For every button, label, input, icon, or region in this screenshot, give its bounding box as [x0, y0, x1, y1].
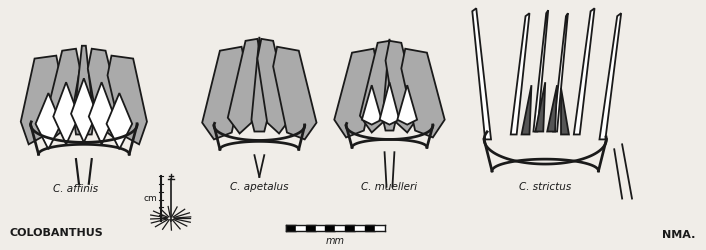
Polygon shape — [561, 88, 569, 134]
Text: mm: mm — [325, 236, 345, 246]
Text: NMA.: NMA. — [662, 230, 695, 240]
Polygon shape — [71, 78, 97, 142]
Polygon shape — [574, 8, 594, 134]
Text: C. strictus: C. strictus — [519, 182, 571, 192]
Polygon shape — [599, 13, 621, 140]
Polygon shape — [107, 93, 132, 149]
Polygon shape — [385, 41, 419, 132]
Polygon shape — [553, 13, 568, 132]
Polygon shape — [547, 85, 557, 132]
Polygon shape — [258, 39, 291, 134]
Polygon shape — [401, 49, 445, 138]
Polygon shape — [334, 49, 378, 138]
Text: C. muelleri: C. muelleri — [361, 182, 417, 192]
Polygon shape — [107, 56, 147, 144]
Text: C. affinis: C. affinis — [54, 184, 99, 194]
Polygon shape — [510, 13, 530, 134]
Polygon shape — [251, 37, 268, 132]
Polygon shape — [53, 82, 79, 144]
Polygon shape — [273, 47, 316, 140]
Polygon shape — [35, 93, 61, 149]
Text: cm: cm — [143, 194, 157, 203]
Polygon shape — [202, 47, 246, 140]
Polygon shape — [20, 56, 60, 144]
Polygon shape — [228, 39, 261, 134]
Polygon shape — [360, 41, 393, 132]
Polygon shape — [362, 85, 381, 124]
Polygon shape — [88, 49, 121, 138]
Polygon shape — [383, 39, 396, 130]
Text: COLOBANTHUS: COLOBANTHUS — [10, 228, 104, 238]
Text: C. apetalus: C. apetalus — [230, 182, 289, 192]
Polygon shape — [74, 46, 94, 134]
Polygon shape — [380, 82, 400, 124]
Polygon shape — [47, 49, 80, 138]
Polygon shape — [397, 85, 417, 124]
Polygon shape — [534, 10, 548, 132]
Polygon shape — [89, 82, 114, 144]
Polygon shape — [535, 82, 545, 132]
Polygon shape — [472, 8, 491, 140]
Polygon shape — [522, 85, 532, 134]
